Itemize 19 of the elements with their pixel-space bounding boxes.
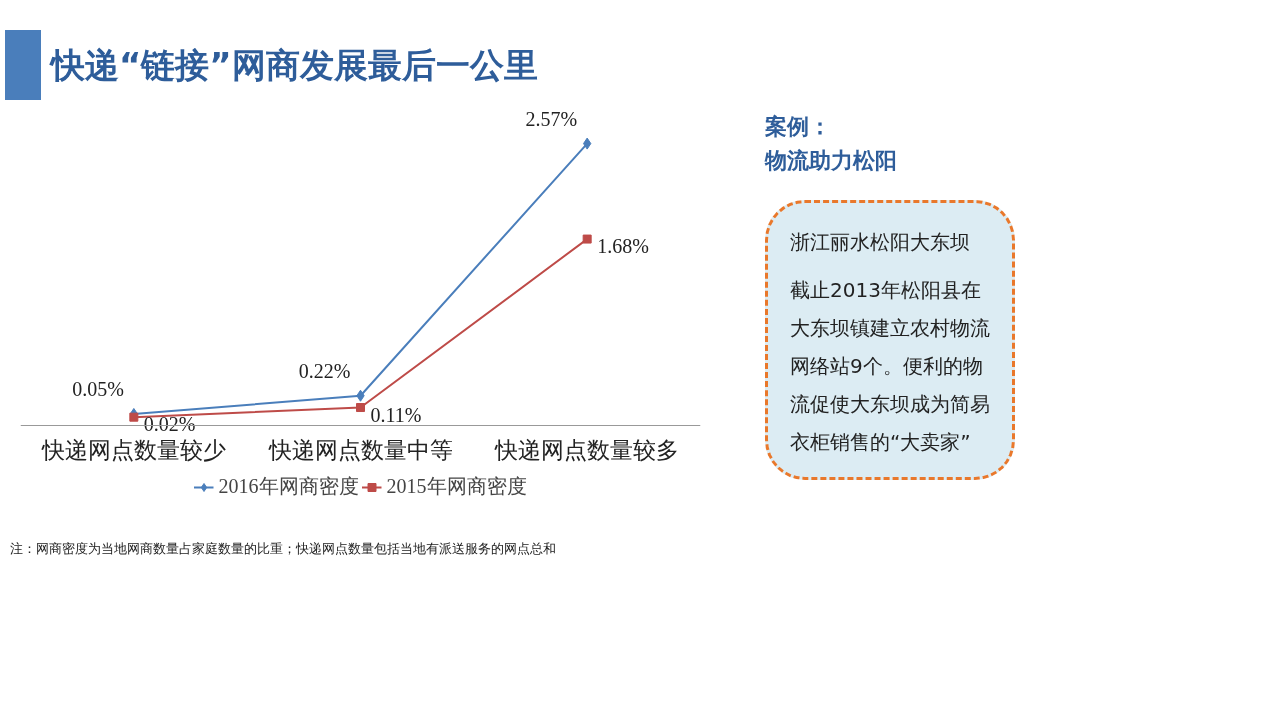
text: 注：网商密度为当地网商数量占家庭数量的比重；快递网点数量包括当地有派送服务的网点总和	[10, 540, 556, 558]
text: 案例：	[765, 114, 831, 139]
data-label: 0.22%	[298, 359, 351, 382]
x-tick-label: 快递网点数量较多	[494, 436, 680, 463]
text: 截止2013年松阳县在大东坝镇建立农村物流网络站9个。便利的物流促使大东坝成为简易衣柜销售的“大卖家”	[790, 277, 990, 456]
text: 浙江丽水松阳大东坝	[790, 229, 971, 256]
data-label: 2.57%	[525, 107, 578, 130]
legend-label: 2016年网商密度	[218, 474, 359, 499]
point	[129, 412, 139, 422]
data-label: 0.11%	[370, 403, 422, 426]
point	[356, 403, 365, 413]
legend-label: 2015年网商密度	[386, 474, 527, 499]
data-label: 0.05%	[72, 377, 124, 400]
x-tick-label: 快递网点数量较少	[40, 436, 226, 463]
point	[582, 234, 592, 244]
x-tick-label: 快递网点数量中等	[267, 436, 453, 463]
data-label: 1.68%	[597, 235, 649, 258]
chart-title: 快递“链接”网商发展最后一公里	[51, 44, 538, 87]
text: 物流助力松阳	[765, 148, 897, 173]
